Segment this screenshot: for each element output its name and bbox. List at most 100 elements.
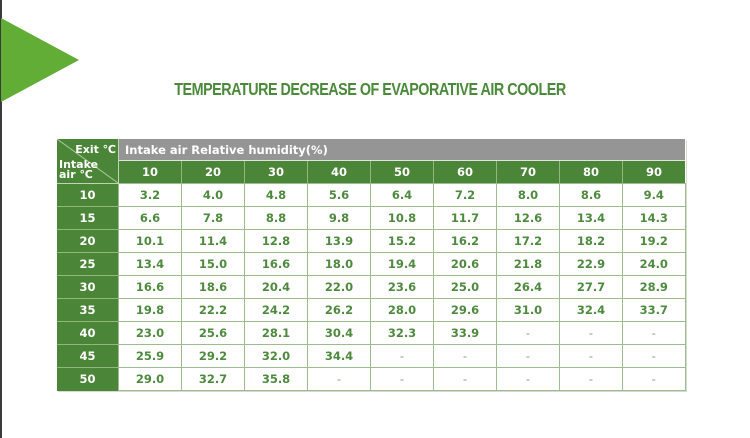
table-row: 25 13.4 15.0 16.6 18.0 19.4 20.6 21.8 22.9 24.0 [57,252,686,276]
intake-temp-row-header: 40 [57,321,119,345]
temperature-table: Exit ℃ Intake air ℃ Intake air Relative h… [57,139,686,391]
temp-decrease-cell: 26.4 [496,275,560,299]
temp-decrease-cell: 19.8 [118,298,182,322]
table-row: 20 10.1 11.4 12.8 13.9 15.2 16.2 17.2 18.2 19.2 [57,229,686,253]
temp-decrease-cell: 16.6 [244,252,308,276]
humidity-column-header: 40 [307,160,371,184]
humidity-column-header: 10 [118,160,182,184]
corner-header: Exit ℃ Intake air ℃ [57,139,119,184]
humidity-group-header: Intake air Relative humidity(%) [118,139,685,162]
intake-temp-row-header: 10 [57,183,119,207]
temp-decrease-cell: 13.9 [307,229,371,253]
temp-decrease-cell: 11.7 [433,206,497,230]
intake-temp-row-header: 15 [57,206,119,230]
temp-decrease-cell: 16.6 [118,275,182,299]
intake-temp-row-header: 30 [57,275,119,299]
temp-decrease-cell: 24.2 [244,298,308,322]
temp-decrease-cell: 7.2 [433,183,497,207]
temp-decrease-cell: - [559,344,623,368]
intake-temp-row-header: 25 [57,252,119,276]
temp-decrease-cell: 26.2 [307,298,371,322]
table-row: 40 23.0 25.6 28.1 30.4 32.3 33.9- - - [57,321,686,345]
temp-decrease-cell: 12.6 [496,206,560,230]
temp-decrease-cell: 7.8 [181,206,245,230]
temp-decrease-cell: 8.6 [559,183,623,207]
temp-decrease-cell: 8.8 [244,206,308,230]
temp-decrease-cell: 22.0 [307,275,371,299]
temp-decrease-cell: 32.3 [370,321,434,345]
temp-decrease-cell: - [559,367,623,391]
intake-temp-row-header: 45 [57,344,119,368]
temp-decrease-cell: 25.0 [433,275,497,299]
temp-decrease-cell: 32.0 [244,344,308,368]
temp-decrease-cell: 32.7 [181,367,245,391]
temp-decrease-cell: - [307,367,371,391]
table-row: 50 29.0 32.7 35.8- - - - - - [57,367,686,391]
temp-decrease-cell: 9.4 [622,183,686,207]
temp-decrease-cell: 10.1 [118,229,182,253]
humidity-column-header: 20 [181,160,245,184]
temp-decrease-cell: 3.2 [118,183,182,207]
temp-decrease-cell: 20.6 [433,252,497,276]
header-row-group: Exit ℃ Intake air ℃ Intake air Relative h… [57,139,685,184]
temp-decrease-cell: 34.4 [307,344,371,368]
humidity-column-header: 90 [622,160,685,184]
humidity-column-header: 70 [496,160,560,184]
temp-decrease-cell: 27.7 [559,275,623,299]
temp-decrease-cell: 33.7 [622,298,686,322]
exit-temp-label: Exit ℃ [75,143,116,156]
temp-decrease-cell: 23.6 [370,275,434,299]
temp-decrease-cell: 33.9 [433,321,497,345]
temp-decrease-cell: - [433,367,497,391]
temp-decrease-cell: 32.4 [559,298,623,322]
temp-decrease-cell: - [496,367,560,391]
temp-decrease-cell: 28.0 [370,298,434,322]
humidity-column-header: 30 [244,160,308,184]
temp-decrease-cell: 23.0 [118,321,182,345]
temp-decrease-cell: 28.9 [622,275,686,299]
table-row: 15 6.6 7.8 8.8 9.8 10.8 11.7 12.6 13.4 14.3 [57,206,686,230]
temp-decrease-cell: - [370,344,434,368]
temp-decrease-cell: 18.0 [307,252,371,276]
intake-label-line1: Intake [59,158,99,171]
page-title: TEMPERATURE DECREASE OF EVAPORATIVE AIR … [174,79,566,99]
temp-decrease-cell: 28.1 [244,321,308,345]
temp-decrease-cell: 8.0 [496,183,560,207]
intake-temp-row-header: 35 [57,298,119,322]
temp-decrease-cell: 15.0 [181,252,245,276]
temp-decrease-cell: 31.0 [496,298,560,322]
temp-decrease-cell: - [559,321,623,345]
intake-temp-row-header: 50 [57,367,119,391]
temp-decrease-cell: 4.0 [181,183,245,207]
temp-decrease-cell: 11.4 [181,229,245,253]
temp-decrease-cell: - [622,344,686,368]
intake-temp-row-header: 20 [57,229,119,253]
table-row: 30 16.6 18.6 20.4 22.0 23.6 25.0 26.4 27.7 28.9 [57,275,686,299]
temp-decrease-cell: 15.2 [370,229,434,253]
temp-decrease-cell: 21.8 [496,252,560,276]
temp-decrease-cell: - [433,344,497,368]
temp-decrease-cell: 29.0 [118,367,182,391]
humidity-column-header: 80 [559,160,623,184]
temp-decrease-cell: 25.6 [181,321,245,345]
temp-decrease-cell: - [496,344,560,368]
temp-decrease-cell: 30.4 [307,321,371,345]
temp-decrease-cell: 13.4 [559,206,623,230]
humidity-column-header: 60 [433,160,497,184]
temp-decrease-cell: 16.2 [433,229,497,253]
temp-decrease-cell: 4.8 [244,183,308,207]
temp-decrease-cell: 20.4 [244,275,308,299]
temp-decrease-cell: 29.2 [181,344,245,368]
temp-decrease-cell: 19.2 [622,229,686,253]
temp-decrease-cell: - [496,321,560,345]
temp-decrease-cell: 9.8 [307,206,371,230]
humidity-header-row: 10 20 30 40 50 60 70 80 90 [57,160,685,184]
temp-decrease-cell: 12.8 [244,229,308,253]
temp-decrease-cell: 10.8 [370,206,434,230]
temp-decrease-cell: 25.9 [118,344,182,368]
table-row: 10 3.2 4.0 4.8 5.6 6.4 7.2 8.0 8.6 9.4 [57,183,686,207]
table-row: 35 19.8 22.2 24.2 26.2 28.0 29.6 31.0 32.4 33.7 [57,298,686,322]
temp-decrease-cell: - [622,367,686,391]
temp-decrease-cell: 24.0 [622,252,686,276]
temp-decrease-cell: 13.4 [118,252,182,276]
